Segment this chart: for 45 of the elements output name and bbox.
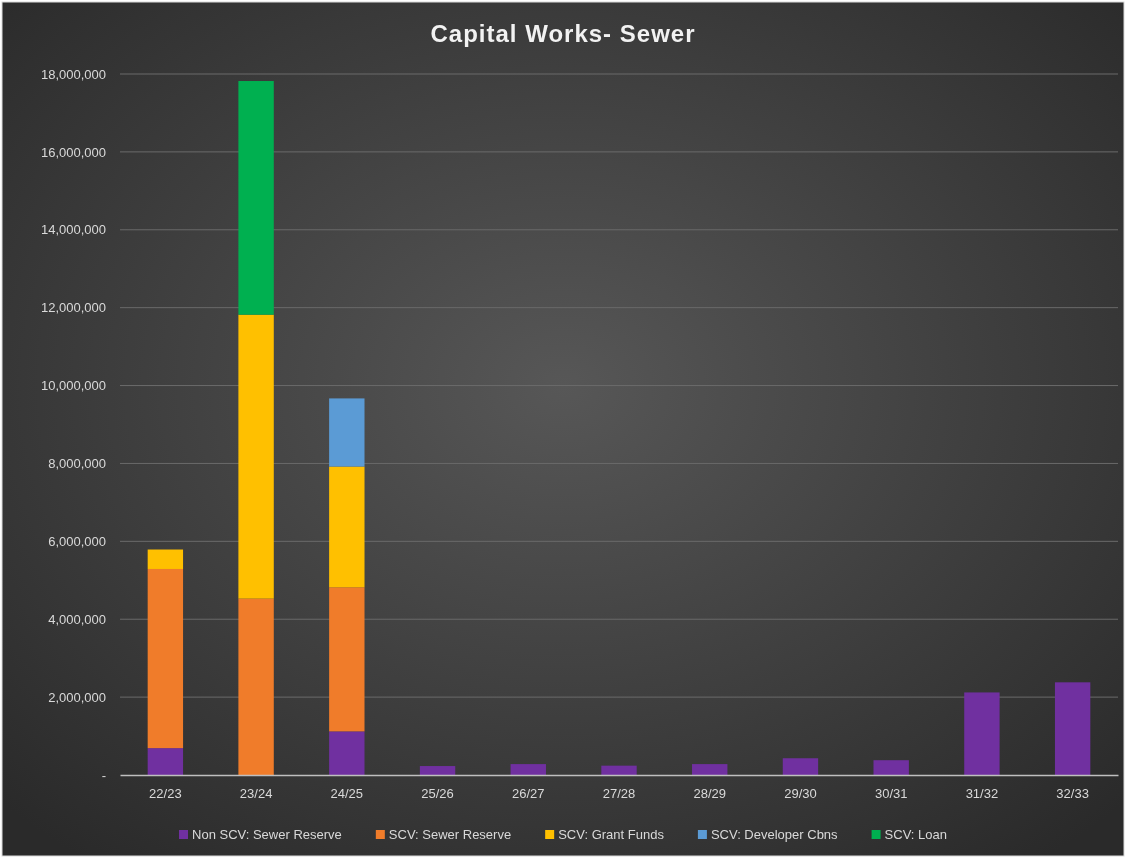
x-tick-label: 24/25: [330, 786, 364, 802]
bar: [692, 764, 728, 775]
bar: [238, 81, 274, 315]
x-tick-label: 28/29: [693, 786, 726, 802]
y-tick-label: 16,000,000: [40, 144, 106, 160]
bar: [238, 314, 274, 599]
bar: [147, 568, 184, 749]
x-tick-label: 26/27: [512, 786, 545, 802]
x-tick-label: 31/32: [965, 786, 999, 802]
legend-label: Non SCV: Sewer Reserve: [192, 827, 342, 842]
bar: [510, 764, 546, 775]
legend-label: SCV: Grant Funds: [558, 827, 665, 842]
bar: [1054, 682, 1091, 775]
y-tick-label: 14,000,000: [40, 222, 106, 238]
bar: [147, 549, 184, 569]
bar: [329, 466, 365, 588]
y-tick-label: 2,000,000: [48, 689, 106, 705]
bar: [601, 765, 637, 775]
bar: [329, 731, 365, 775]
y-tick-label: 18,000,000: [40, 66, 106, 82]
y-tick-label: 12,000,000: [40, 300, 106, 316]
bar: [147, 748, 184, 775]
x-tick-label: 32/33: [1056, 786, 1089, 802]
bar: [782, 758, 819, 775]
bar: [964, 692, 1000, 775]
bar: [329, 398, 365, 467]
x-tick-label: 22/23: [149, 786, 182, 802]
x-tick-label: 27/28: [602, 786, 636, 802]
y-tick-label: -: [101, 767, 106, 783]
bar: [873, 760, 909, 775]
y-tick-label: 4,000,000: [48, 611, 106, 627]
x-tick-label: 25/26: [421, 786, 454, 802]
y-tick-label: 10,000,000: [40, 378, 106, 394]
y-tick-label: 6,000,000: [48, 533, 106, 549]
x-tick-label: 30/31: [874, 786, 908, 802]
bar: [238, 598, 274, 775]
legend-label: SCV: Loan: [884, 827, 947, 842]
x-tick-label: 29/30: [784, 786, 817, 802]
x-tick-label: 23/24: [239, 786, 273, 802]
chart-title: Capital Works- Sewer: [430, 20, 696, 47]
legend-label: SCV: Sewer Reserve: [388, 827, 512, 842]
y-tick-label: 8,000,000: [48, 456, 106, 472]
bar: [329, 587, 365, 732]
bar: [419, 766, 456, 775]
legend-label: SCV: Developer Cbns: [710, 827, 839, 842]
